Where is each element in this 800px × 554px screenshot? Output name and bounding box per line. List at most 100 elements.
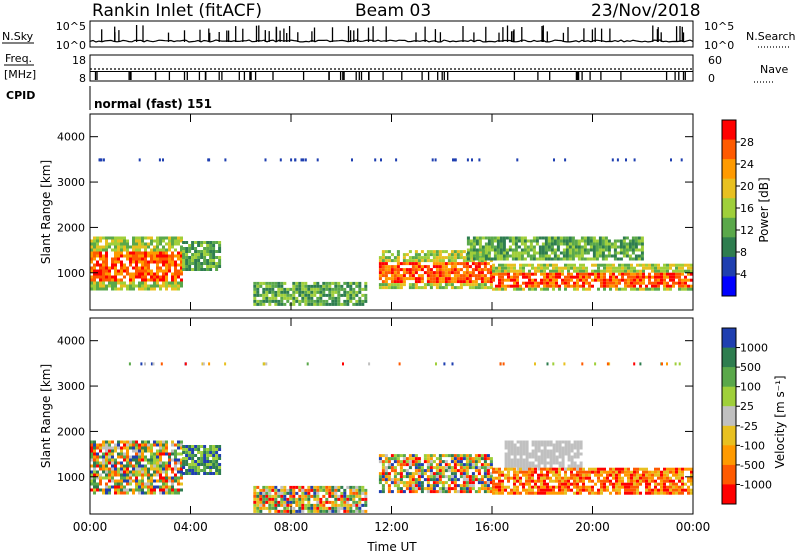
data-cell: [474, 265, 478, 269]
data-cell: [355, 500, 359, 504]
data-cell: [108, 236, 111, 240]
data-cell: [600, 491, 603, 495]
data-cell: [621, 467, 624, 471]
data-cell: [156, 470, 159, 474]
data-cell: [423, 253, 427, 257]
data-cell: [628, 239, 632, 243]
data-cell: [334, 485, 338, 489]
data-cell: [90, 287, 93, 291]
data-cell: [96, 263, 99, 267]
data-cell: [310, 296, 314, 300]
data-cell: [483, 481, 487, 485]
data-cell: [654, 473, 657, 477]
data-cell: [580, 248, 584, 252]
data-cell: [390, 466, 394, 470]
data-cell: [525, 263, 528, 267]
data-cell: [277, 491, 281, 495]
data-cell: [462, 262, 466, 266]
data-cell: [174, 284, 177, 288]
data-cell: [516, 470, 519, 474]
data-cell: [576, 449, 580, 453]
data-cell: [678, 467, 681, 471]
data-cell: [159, 452, 162, 456]
data-cell: [334, 290, 338, 294]
data-cell: [523, 251, 527, 255]
data-cell: [378, 268, 382, 272]
data-cell: [582, 467, 585, 471]
data-cell: [153, 251, 156, 255]
data-cell: [105, 476, 108, 480]
data-cell: [651, 263, 654, 267]
data-cell: [564, 263, 567, 267]
data-cell: [588, 485, 591, 489]
data-cell: [102, 476, 105, 480]
data-cell: [185, 247, 189, 250]
data-cell: [417, 262, 421, 266]
data-cell: [612, 485, 615, 489]
data-cell: [126, 245, 129, 249]
data-cell: [681, 479, 684, 483]
data-cell: [633, 479, 636, 483]
data-cell: [274, 302, 278, 306]
data-cell: [381, 268, 385, 272]
data-cell: [268, 287, 272, 291]
data-cell: [93, 464, 96, 468]
data-cell: [618, 482, 621, 486]
data-cell: [292, 299, 296, 303]
data-cell: [522, 482, 525, 486]
data-cell: [105, 464, 108, 468]
data-cell: [615, 278, 618, 282]
data-cell: [583, 248, 587, 252]
data-cell: [307, 287, 311, 291]
data-cell: [478, 236, 482, 240]
data-cell: [215, 256, 219, 259]
data-cell: [681, 467, 684, 471]
data-cell: [486, 472, 490, 476]
data-cell: [208, 362, 211, 366]
date-title: 23/Nov/2018: [591, 1, 701, 21]
data-cell: [197, 241, 201, 244]
data-cell: [528, 278, 531, 282]
data-cell: [666, 479, 669, 483]
data-cell: [138, 260, 141, 264]
data-cell: [396, 250, 400, 254]
data-cell: [630, 278, 633, 282]
data-cell: [340, 500, 344, 504]
data-cell: [292, 485, 296, 489]
data-cell: [489, 274, 493, 278]
data-cell: [144, 482, 147, 486]
colorbar-swatch: [722, 347, 736, 368]
data-cell: [573, 491, 576, 495]
data-cell: [613, 254, 617, 258]
data-cell: [571, 245, 575, 249]
data-cell: [633, 476, 636, 480]
data-cell: [378, 460, 382, 464]
data-cell: [105, 242, 108, 246]
data-cell: [561, 449, 565, 453]
data-cell: [531, 284, 534, 288]
data-cell: [417, 481, 421, 485]
data-cell: [690, 491, 693, 495]
data-cell: [537, 284, 540, 288]
data-cell: [495, 485, 498, 489]
data-cell: [663, 473, 666, 477]
data-cell: [546, 473, 549, 477]
data-cell: [283, 500, 287, 504]
data-cell: [165, 479, 168, 483]
data-cell: [627, 473, 630, 477]
data-cell: [690, 470, 693, 474]
data-cell: [99, 266, 102, 270]
data-cell: [426, 490, 430, 494]
data-cell: [540, 449, 544, 453]
data-cell: [576, 479, 579, 483]
data-cell: [331, 494, 335, 498]
data-cell: [583, 251, 587, 255]
data-cell: [444, 262, 448, 266]
data-cell: [592, 239, 596, 243]
data-cell: [262, 494, 266, 498]
colorbar-swatch: [722, 425, 736, 446]
data-cell: [294, 158, 297, 162]
data-cell: [609, 272, 612, 276]
data-cell: [174, 281, 177, 285]
data-cell: [108, 458, 111, 462]
